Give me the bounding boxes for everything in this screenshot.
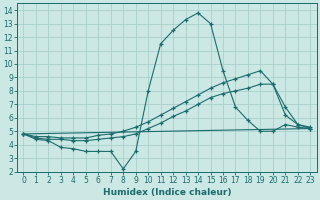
X-axis label: Humidex (Indice chaleur): Humidex (Indice chaleur): [103, 188, 231, 197]
